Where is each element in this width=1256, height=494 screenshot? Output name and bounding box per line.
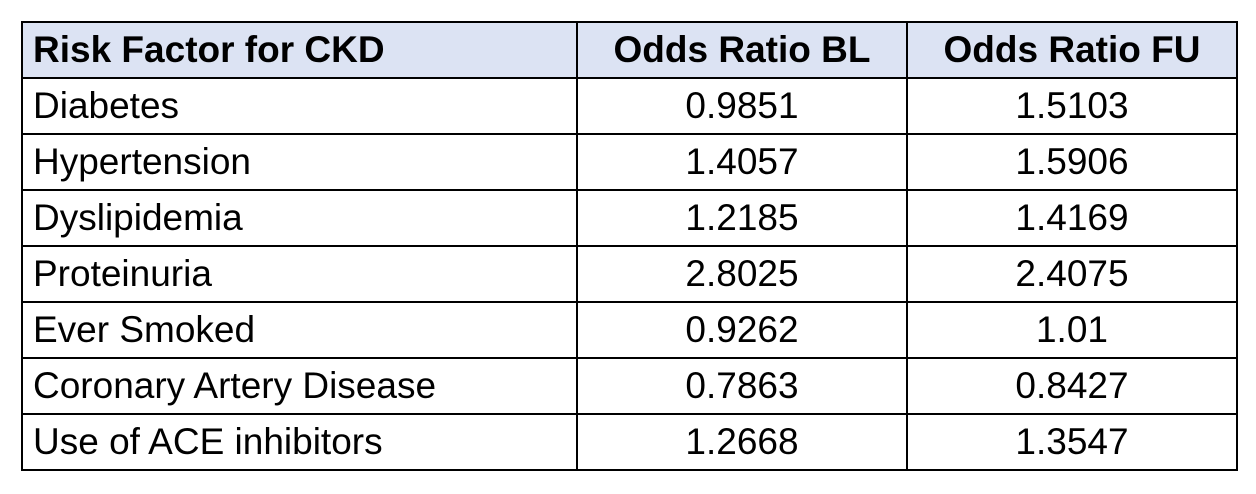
risk-factor-cell: Use of ACE inhibitors	[21, 413, 578, 471]
risk-factor-cell: Hypertension	[21, 133, 578, 191]
table-row: Coronary Artery Disease 0.7863 0.8427	[21, 357, 1238, 415]
odds-ratio-fu-cell: 1.3547	[906, 413, 1238, 471]
odds-ratio-table: Risk Factor for CKD Odds Ratio BL Odds R…	[21, 21, 1238, 471]
odds-ratio-bl-cell: 1.2668	[576, 413, 908, 471]
odds-ratio-fu-cell: 1.01	[906, 301, 1238, 359]
odds-ratio-bl-cell: 0.9851	[576, 77, 908, 135]
table-row: Use of ACE inhibitors 1.2668 1.3547	[21, 413, 1238, 471]
table-row: Proteinuria 2.8025 2.4075	[21, 245, 1238, 303]
odds-ratio-bl-cell: 1.2185	[576, 189, 908, 247]
odds-ratio-bl-cell: 1.4057	[576, 133, 908, 191]
odds-ratio-fu-cell: 2.4075	[906, 245, 1238, 303]
header-row: Risk Factor for CKD Odds Ratio BL Odds R…	[21, 21, 1238, 79]
odds-ratio-bl-cell: 2.8025	[576, 245, 908, 303]
odds-ratio-fu-cell: 0.8427	[906, 357, 1238, 415]
risk-factor-cell: Dyslipidemia	[21, 189, 578, 247]
header-odds-ratio-bl: Odds Ratio BL	[576, 21, 908, 79]
risk-factor-cell: Coronary Artery Disease	[21, 357, 578, 415]
odds-ratio-fu-cell: 1.5103	[906, 77, 1238, 135]
risk-factor-cell: Ever Smoked	[21, 301, 578, 359]
table-row: Hypertension 1.4057 1.5906	[21, 133, 1238, 191]
odds-ratio-fu-cell: 1.5906	[906, 133, 1238, 191]
odds-ratio-fu-cell: 1.4169	[906, 189, 1238, 247]
odds-ratio-bl-cell: 0.7863	[576, 357, 908, 415]
risk-factor-cell: Proteinuria	[21, 245, 578, 303]
header-odds-ratio-fu: Odds Ratio FU	[906, 21, 1238, 79]
table-row: Diabetes 0.9851 1.5103	[21, 77, 1238, 135]
risk-factor-cell: Diabetes	[21, 77, 578, 135]
odds-ratio-table-wrapper: Risk Factor for CKD Odds Ratio BL Odds R…	[21, 21, 1238, 471]
table-row: Ever Smoked 0.9262 1.01	[21, 301, 1238, 359]
odds-ratio-bl-cell: 0.9262	[576, 301, 908, 359]
table-row: Dyslipidemia 1.2185 1.4169	[21, 189, 1238, 247]
header-risk-factor: Risk Factor for CKD	[21, 21, 578, 79]
